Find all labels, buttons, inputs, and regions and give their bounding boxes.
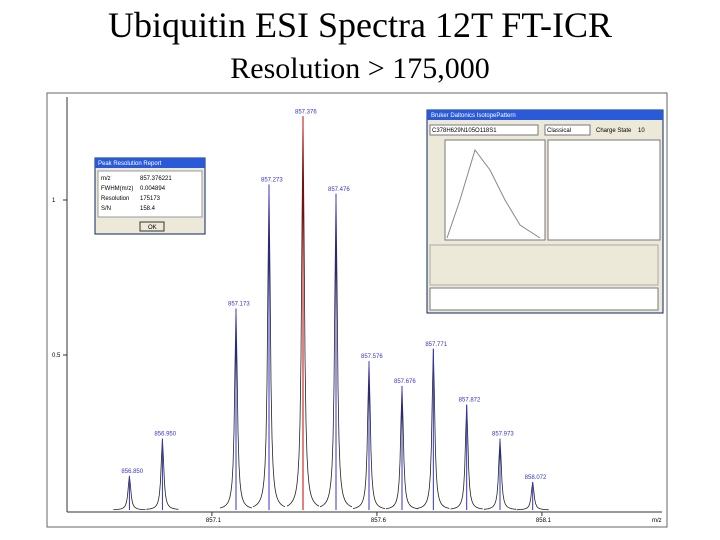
window-title: Bruker Daltonics IsotopePattern — [431, 113, 516, 119]
peak-label: 856.950 — [154, 432, 176, 438]
peak-label: 857.376 — [295, 109, 317, 115]
slide-subtitle: Resolution > 175,000 — [230, 52, 490, 85]
peak-label: 857.273 — [261, 178, 283, 184]
peak-label: 857.973 — [492, 432, 514, 438]
mode-select[interactable] — [544, 124, 591, 136]
peak-label: 857.771 — [425, 342, 447, 348]
ok-label[interactable]: OK — [148, 225, 157, 231]
ok-button[interactable] — [139, 221, 165, 232]
dialog-value: 857.376221 — [140, 176, 172, 182]
y-tick-label: 1 — [52, 198, 56, 204]
charge-label: Charge State — [596, 128, 632, 134]
dialog-value: 0.004894 — [140, 186, 166, 192]
peak-label: 857.676 — [394, 379, 416, 385]
y-tick-label: 0.5 — [52, 353, 61, 359]
peak-label: 857.173 — [228, 302, 250, 308]
dialog-key: S/N — [101, 206, 111, 212]
x-tick-label: 858.1 — [536, 518, 552, 524]
dialog-value: 158.4 — [140, 206, 156, 212]
mode: Classical — [547, 128, 571, 134]
peak-label: 857.576 — [361, 354, 383, 360]
dialog-value: 175173 — [140, 196, 161, 202]
x-unit: m/z — [652, 518, 662, 524]
peak-label: 857.872 — [459, 398, 481, 404]
dialog-key: FWHM(m/z) — [101, 186, 133, 192]
peak-label: 856.850 — [121, 469, 143, 475]
formula: C378H629N105O118S1 — [432, 128, 497, 134]
dialog-key: Resolution — [101, 196, 129, 202]
resolution-dialog: Peak Resolution Report OK m/z 857.376221 F… — [94, 157, 206, 235]
slide-title: Ubiquitin ESI Spectra 12T FT-ICR — [108, 5, 612, 45]
x-tick-label: 857.6 — [371, 518, 387, 524]
peak-label: 857.476 — [328, 187, 350, 193]
isotope-window: Bruker Daltonics IsotopePattern C378H629… — [426, 109, 664, 314]
dialog-key: m/z — [101, 176, 111, 182]
dialog-title: Peak Resolution Report — [98, 161, 162, 167]
x-tick-label: 857.1 — [206, 518, 222, 524]
charge: 10 — [638, 128, 645, 134]
formula-field[interactable] — [429, 124, 539, 136]
peak-label: 858.072 — [525, 475, 547, 481]
